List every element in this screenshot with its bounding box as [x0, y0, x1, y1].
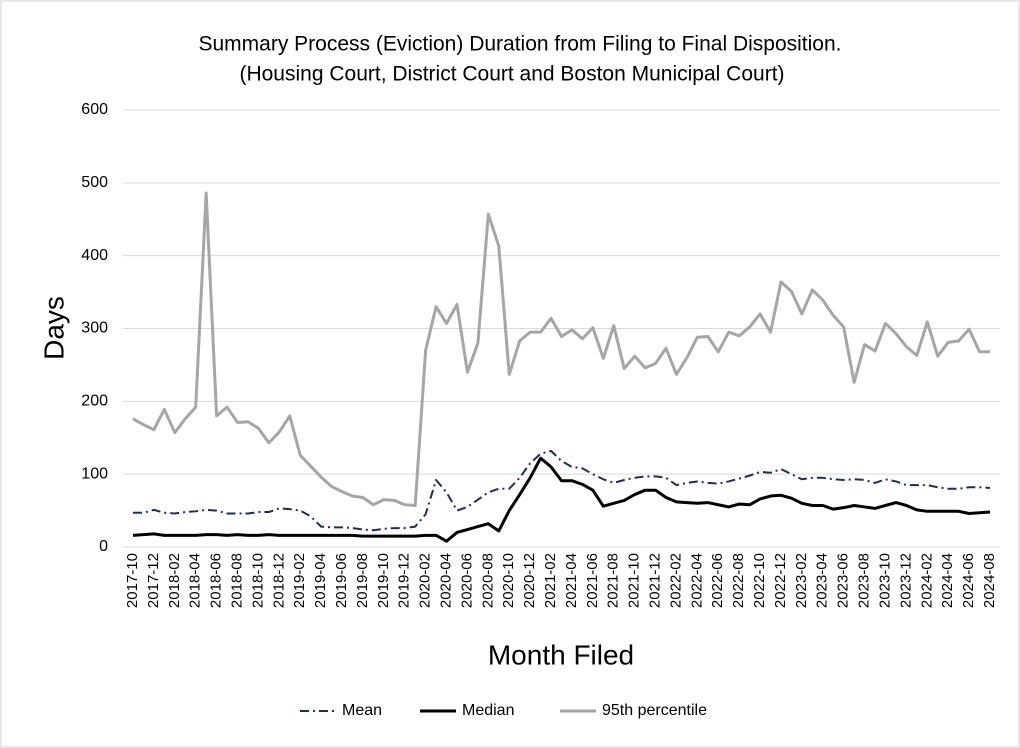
line-2	[132, 191, 990, 507]
x-tick-label: 2018-02	[166, 553, 183, 608]
x-tick-label: 2020-02	[417, 553, 434, 608]
x-tick-label: 2019-10	[375, 553, 392, 608]
x-axis-label: Month Filed	[488, 639, 634, 670]
x-tick-label: 2018-04	[187, 553, 204, 608]
y-tick-label: 400	[81, 247, 108, 264]
x-tick-label: 2019-06	[333, 553, 350, 608]
x-tick-label: 2022-10	[751, 553, 768, 608]
x-tick-label: 2021-08	[605, 553, 622, 608]
x-tick-label: 2023-04	[814, 553, 831, 608]
x-tick-label: 2024-08	[981, 553, 998, 608]
x-tick-label: 2023-08	[856, 553, 873, 608]
x-tick-label: 2022-06	[709, 553, 726, 608]
x-tick-label: 2019-08	[354, 553, 371, 608]
y-tick-label: 300	[81, 320, 108, 337]
x-tick-label: 2018-08	[228, 553, 245, 608]
x-tick-label: 2023-10	[876, 553, 893, 608]
x-tick-label: 2024-06	[960, 553, 977, 608]
x-tick-label: 2023-02	[793, 553, 810, 608]
x-tick-label: 2018-10	[249, 553, 266, 608]
x-tick-label: 2019-04	[312, 553, 329, 608]
x-tick-label: 2020-10	[500, 553, 517, 608]
x-tick-label: 2021-04	[563, 553, 580, 608]
y-tick-label: 500	[81, 174, 108, 191]
chart-subtitle: (Housing Court, District Court and Bosto…	[239, 63, 784, 86]
x-tick-label: 2020-08	[479, 553, 496, 608]
x-tick-label: 2022-08	[730, 553, 747, 608]
y-tick-label: 600	[81, 101, 108, 118]
x-tick-label: 2023-06	[835, 553, 852, 608]
x-tick-label: 2020-12	[521, 553, 538, 608]
y-tick-label: 0	[99, 538, 108, 555]
x-tick-label: 2021-10	[626, 553, 643, 608]
x-tick-label: 2021-02	[542, 553, 559, 608]
x-tick-label: 2018-06	[208, 553, 225, 608]
x-tick-label: 2024-04	[939, 553, 956, 608]
x-tick-label: 2024-02	[918, 553, 935, 608]
x-tick-label: 2019-12	[396, 553, 413, 608]
y-tick-label: 100	[81, 465, 108, 482]
x-tick-label: 2023-12	[897, 553, 914, 608]
y-axis-label: Days	[38, 296, 69, 360]
x-tick-label: 2017-10	[124, 553, 141, 608]
x-tick-label: 2017-12	[145, 553, 162, 608]
y-tick-label: 200	[81, 393, 108, 410]
legend-label: Median	[462, 702, 514, 719]
x-tick-label: 2021-12	[647, 553, 664, 608]
legend-label: 95th percentile	[602, 702, 707, 719]
x-tick-label: 2018-12	[270, 553, 287, 608]
chart-title: Summary Process (Eviction) Duration from…	[198, 33, 841, 56]
x-tick-label: 2022-04	[688, 553, 705, 608]
x-tick-label: 2021-06	[584, 553, 601, 608]
line-1	[132, 456, 991, 543]
x-tick-label: 2022-12	[772, 553, 789, 608]
x-tick-label: 2022-02	[667, 553, 684, 608]
x-tick-label: 2020-04	[438, 553, 455, 608]
x-tick-label: 2020-06	[458, 553, 475, 608]
x-tick-label: 2019-02	[291, 553, 308, 608]
legend-label: Mean	[342, 702, 382, 719]
